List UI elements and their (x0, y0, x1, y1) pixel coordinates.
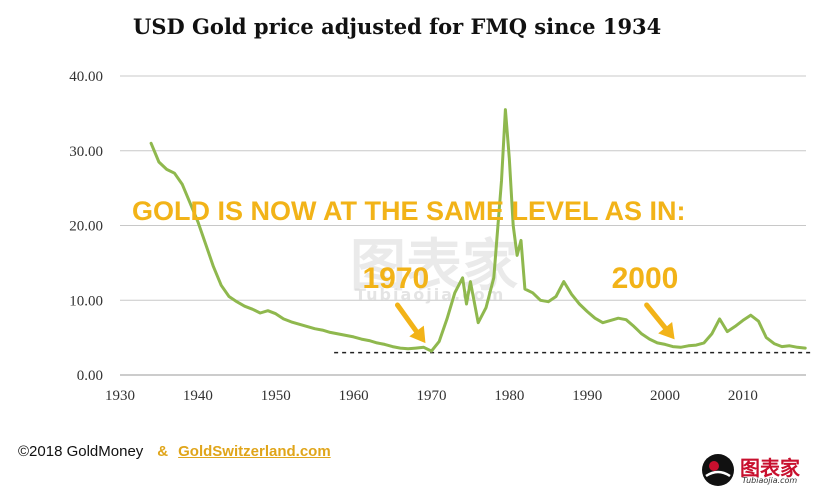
y-tick-label: 10.00 (69, 293, 103, 309)
logo-text-en: Tubiaojia.com (742, 476, 798, 485)
x-tick-label: 2010 (728, 388, 758, 404)
tubiaojia-logo: 图表家 Tubiaojia.com (700, 450, 830, 490)
footer: ©2018 GoldMoney & GoldSwitzerland.com (18, 443, 331, 460)
x-tick-label: 1940 (183, 388, 213, 404)
y-tick-label: 30.00 (69, 144, 103, 160)
y-axis-ticks: 0.00 10.00 20.00 30.00 40.00 (69, 69, 103, 384)
y-tick-label: 0.00 (77, 368, 103, 384)
x-tick-label: 2000 (650, 388, 680, 404)
year-label-2000: 2000 (612, 262, 679, 295)
arrow-head (658, 322, 675, 340)
x-axis-ticks: 1930 1940 1950 1960 1970 1980 1990 2000 2010 (105, 388, 758, 404)
arrow-head (409, 325, 426, 344)
footer-amp: & (157, 443, 169, 460)
y-tick-label: 20.00 (69, 219, 103, 235)
footer-credit: ©2018 GoldMoney (18, 443, 144, 460)
logo-mark-icon (702, 454, 734, 486)
year-annotations: 1970 2000 (362, 262, 679, 344)
year-label-1970: 1970 (362, 262, 429, 295)
logo-text-cn: 图表家 (740, 456, 800, 480)
gold-price-line (149, 108, 807, 353)
headline-annotation: GOLD IS NOW AT THE SAME LEVEL AS IN: (132, 196, 686, 226)
x-tick-label: 1970 (416, 388, 446, 404)
x-tick-label: 1930 (105, 388, 135, 404)
footer-site-link[interactable]: GoldSwitzerland.com (178, 443, 331, 460)
y-tick-label: 40.00 (69, 69, 103, 85)
x-tick-label: 1950 (261, 388, 291, 404)
x-tick-label: 1960 (339, 388, 369, 404)
x-tick-label: 1980 (494, 388, 524, 404)
x-tick-label: 1990 (572, 388, 602, 404)
chart-title: USD Gold price adjusted for FMQ since 19… (133, 14, 661, 39)
